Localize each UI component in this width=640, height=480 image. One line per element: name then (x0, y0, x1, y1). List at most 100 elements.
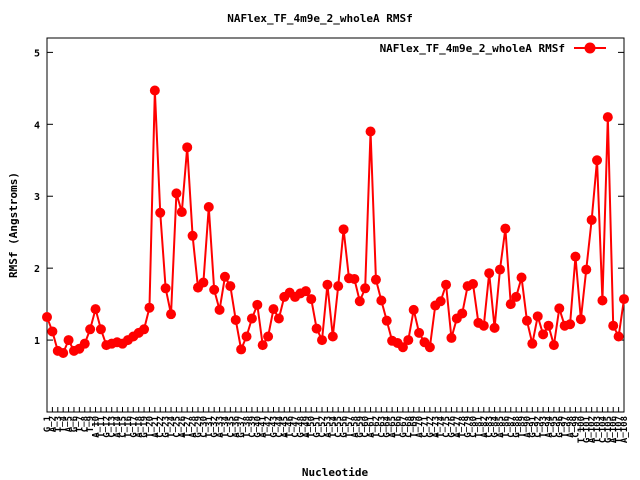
data-point (327, 331, 338, 342)
x-tick-label: C_99 (571, 416, 581, 438)
data-point (246, 313, 257, 324)
data-point (333, 281, 344, 292)
legend-label: NAFlex_TF_4m9e_2_wholeA RMSf (380, 42, 565, 55)
data-point (230, 314, 241, 325)
data-point (602, 112, 613, 123)
x-tick-label: C_71 (420, 416, 430, 438)
data-point (360, 283, 371, 294)
x-tick-label: T_57 (345, 416, 355, 438)
x-tick-label: A_65 (388, 416, 398, 438)
x-tick-label: A_36 (232, 416, 242, 438)
x-tick-label: C_75 (442, 416, 452, 438)
y-tick-label: 5 (34, 48, 40, 59)
data-point (166, 309, 177, 320)
x-tick-label: G_12 (102, 416, 112, 438)
x-tick-label: A_10 (92, 416, 102, 438)
data-point (306, 294, 317, 305)
data-point (414, 327, 425, 338)
data-point (500, 223, 511, 234)
x-tick-label: A_21 (151, 416, 161, 438)
data-point (446, 332, 457, 343)
x-axis: G_1A_2T_3T_4A_5G_6T_7C_8T_9A_10T_11G_12C… (43, 407, 630, 443)
x-tick-label: T_86 (501, 416, 511, 438)
x-tick-label: G_48 (296, 416, 306, 438)
x-tick-label: C_47 (291, 416, 301, 438)
data-point (257, 340, 268, 351)
data-point (548, 340, 559, 351)
y-tick-label: 1 (34, 336, 40, 347)
data-point (198, 277, 209, 288)
x-tick-label: T_62 (372, 416, 382, 438)
x-tick-label: G_29 (194, 416, 204, 438)
x-tick-label: C_60 (361, 416, 371, 438)
data-point (273, 313, 284, 324)
x-tick-label: A_85 (496, 416, 506, 438)
x-tick-label: C_22 (156, 416, 166, 438)
x-tick-label: T_50 (307, 416, 317, 438)
x-tick-label: G_17 (129, 416, 139, 438)
x-tick-label: C_104 (598, 415, 608, 443)
data-point (236, 344, 247, 355)
x-tick-label: T_69 (410, 416, 420, 438)
data-point (365, 126, 376, 137)
data-point (403, 335, 414, 346)
x-tick-label: T_4 (59, 415, 69, 432)
x-tick-label: T_78 (458, 416, 468, 438)
data-point (95, 324, 106, 335)
x-tick-label: A_5 (65, 416, 75, 432)
data-point (349, 273, 360, 284)
x-tick-label: T_11 (97, 416, 107, 438)
x-tick-label: C_68 (404, 416, 414, 438)
data-point (322, 279, 333, 290)
data-point (570, 251, 581, 262)
x-tick-label: C_95 (550, 416, 560, 438)
x-tick-label: A_70 (415, 416, 425, 438)
data-point (619, 294, 629, 305)
data-point (160, 283, 171, 294)
x-tick-label: A_2 (48, 416, 58, 432)
x-tick-label: C_8 (81, 416, 91, 432)
data-point (85, 324, 96, 335)
x-tick-label: G_40 (253, 416, 263, 438)
x-tick-label: G_88 (512, 416, 522, 438)
data-point (538, 329, 549, 340)
x-tick-label: A_90 (523, 416, 533, 438)
data-point (381, 315, 392, 326)
x-tick-label: G_101 (582, 416, 592, 443)
data-point (543, 320, 554, 331)
data-point (155, 207, 166, 218)
x-tick-label: T_66 (394, 416, 404, 438)
y-tick-label: 2 (34, 264, 40, 275)
x-tick-label: A_73 (431, 416, 441, 438)
x-tick-label: G_64 (383, 415, 393, 437)
x-tick-label: T_24 (167, 415, 177, 437)
data-point (370, 274, 381, 285)
x-tick-label: C_44 (275, 415, 285, 437)
data-point (63, 335, 74, 346)
x-tick-label: T_81 (474, 416, 484, 438)
data-point (144, 302, 155, 313)
data-point (209, 284, 220, 295)
data-point (58, 348, 69, 359)
data-point (149, 85, 160, 96)
data-point (608, 320, 619, 331)
data-point (511, 291, 522, 302)
data-point (505, 299, 516, 310)
data-point (565, 319, 576, 330)
data-point (187, 230, 198, 241)
x-tick-label: T_20 (145, 416, 155, 438)
x-tick-label: A_58 (350, 416, 360, 438)
x-tick-label: C_30 (199, 416, 209, 438)
x-tick-label: G_96 (555, 416, 565, 438)
data-point (408, 304, 419, 315)
plot-frame (46, 37, 625, 413)
data-point (575, 314, 586, 325)
x-tick-label: T_74 (437, 415, 447, 437)
data-point (42, 312, 52, 323)
data-point (457, 308, 468, 319)
data-point (532, 311, 543, 322)
data-point (252, 299, 263, 310)
x-tick-label: A_14 (113, 415, 123, 437)
data-point (79, 338, 90, 349)
data-point (268, 304, 279, 315)
